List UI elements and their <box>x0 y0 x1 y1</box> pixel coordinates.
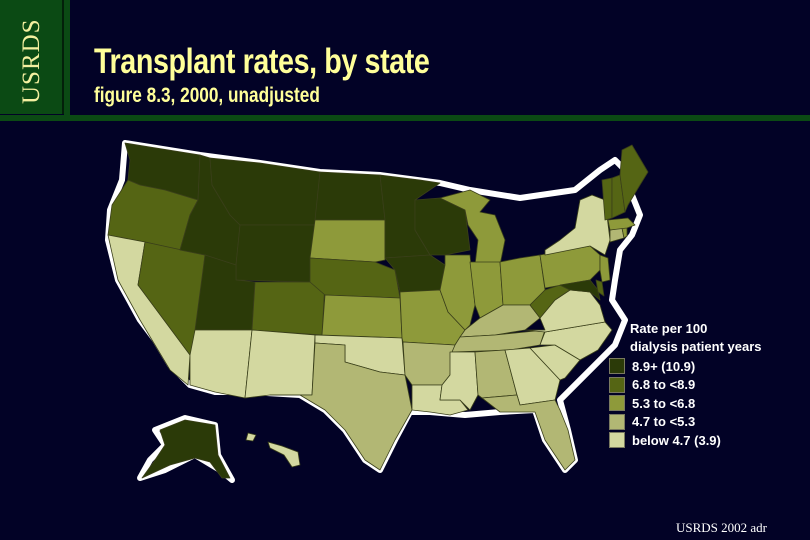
state-AK <box>141 419 231 479</box>
legend-title-line2: dialysis patient years <box>630 339 762 354</box>
state-DE <box>595 279 605 297</box>
state-HI <box>245 432 301 468</box>
state-shapes <box>107 142 649 479</box>
state-ME <box>619 144 649 213</box>
legend-item-label: 4.7 to <5.3 <box>632 414 696 430</box>
legend-swatch <box>609 413 625 430</box>
state-AZ <box>189 329 253 399</box>
legend-item: below 4.7 (3.9) <box>609 431 762 450</box>
state-NY <box>544 194 611 256</box>
state-KS <box>321 294 403 339</box>
legend-item-label: below 4.7 (3.9) <box>632 432 721 448</box>
legend-swatch <box>609 376 625 393</box>
state-ND <box>314 171 386 221</box>
legend-item: 6.8 to <8.9 <box>609 376 762 395</box>
footer-credit: USRDS 2002 adr <box>676 520 768 535</box>
legend-swatch <box>609 432 625 449</box>
legend-item: 4.7 to <5.3 <box>609 413 762 432</box>
legend-swatch <box>609 358 625 375</box>
legend-title-line1: Rate per 100 <box>630 321 708 336</box>
state-NM <box>244 329 316 399</box>
legend-item-label: 6.8 to <8.9 <box>632 377 696 393</box>
legend-item-label: 5.3 to <6.8 <box>632 395 696 411</box>
state-CO <box>251 281 326 336</box>
header-divider <box>0 115 810 121</box>
page-subtitle: figure 8.3, 2000, unadjusted <box>94 84 320 107</box>
legend-item: 5.3 to <6.8 <box>609 394 762 413</box>
state-MI <box>439 189 506 266</box>
legend-item-label: 8.9+ (10.9) <box>632 358 696 374</box>
state-TX <box>269 342 413 471</box>
state-SD <box>309 219 386 263</box>
brand-panel <box>0 0 64 114</box>
brand-strip <box>64 0 70 121</box>
state-NE <box>309 257 401 299</box>
state-NJ <box>599 254 611 283</box>
state-FL <box>481 394 576 471</box>
state-SC <box>529 344 581 381</box>
map-legend: Rate per 100 dialysis patient years 8.9+… <box>609 320 762 450</box>
page-title: Transplant rates, by state <box>94 42 430 81</box>
state-MA <box>607 217 636 231</box>
state-WY <box>235 224 316 283</box>
legend-item: 8.9+ (10.9) <box>609 357 762 376</box>
state-MD <box>559 279 601 301</box>
legend-swatch <box>609 395 625 412</box>
